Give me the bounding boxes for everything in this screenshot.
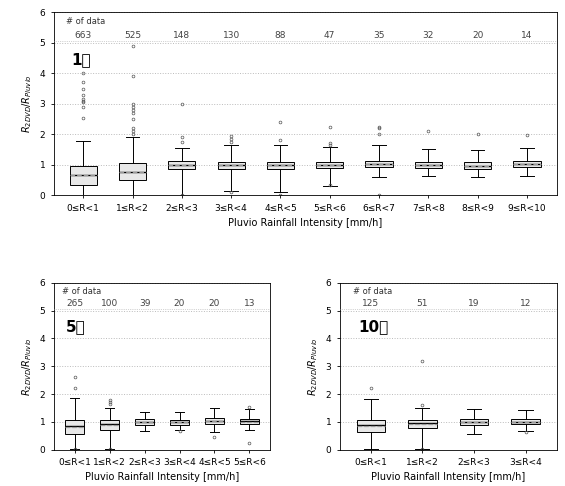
Text: 148: 148 xyxy=(173,31,190,39)
Text: 19: 19 xyxy=(468,299,480,308)
PathPatch shape xyxy=(316,162,344,168)
Text: 32: 32 xyxy=(423,31,434,39)
Text: 100: 100 xyxy=(101,299,118,308)
PathPatch shape xyxy=(366,161,393,167)
PathPatch shape xyxy=(218,162,245,169)
Text: 51: 51 xyxy=(416,299,428,308)
Text: 12: 12 xyxy=(520,299,531,308)
Text: 20: 20 xyxy=(174,299,185,308)
Text: 125: 125 xyxy=(362,299,379,308)
PathPatch shape xyxy=(460,419,488,425)
Text: 525: 525 xyxy=(124,31,141,39)
PathPatch shape xyxy=(357,420,385,433)
PathPatch shape xyxy=(170,419,189,425)
Text: 47: 47 xyxy=(324,31,336,39)
PathPatch shape xyxy=(135,419,154,425)
PathPatch shape xyxy=(267,162,294,169)
PathPatch shape xyxy=(408,419,437,428)
Text: 20: 20 xyxy=(472,31,483,39)
PathPatch shape xyxy=(100,420,119,430)
PathPatch shape xyxy=(511,419,540,424)
X-axis label: Pluvio Rainfall Intensity [mm/h]: Pluvio Rainfall Intensity [mm/h] xyxy=(371,472,525,483)
Y-axis label: $R_{2DVD}/R_{Pluvio}$: $R_{2DVD}/R_{Pluvio}$ xyxy=(20,337,34,396)
Text: # of data: # of data xyxy=(353,287,392,296)
Text: 265: 265 xyxy=(66,299,83,308)
X-axis label: Pluvio Rainfall Intensity [mm/h]: Pluvio Rainfall Intensity [mm/h] xyxy=(85,472,239,483)
PathPatch shape xyxy=(119,163,146,180)
Y-axis label: $R_{2DVD}/R_{Pluvio}$: $R_{2DVD}/R_{Pluvio}$ xyxy=(20,74,34,133)
Text: 1분: 1분 xyxy=(71,52,90,68)
Y-axis label: $R_{2DVD}/R_{Pluvio}$: $R_{2DVD}/R_{Pluvio}$ xyxy=(306,337,320,396)
Text: 35: 35 xyxy=(373,31,385,39)
PathPatch shape xyxy=(168,161,195,170)
PathPatch shape xyxy=(514,161,541,167)
PathPatch shape xyxy=(69,166,97,185)
Text: # of data: # of data xyxy=(66,17,105,26)
Text: 663: 663 xyxy=(75,31,92,39)
PathPatch shape xyxy=(205,418,224,424)
Text: 88: 88 xyxy=(275,31,286,39)
X-axis label: Pluvio Rainfall Intensity [mm/h]: Pluvio Rainfall Intensity [mm/h] xyxy=(228,218,383,228)
Text: 5분: 5분 xyxy=(66,320,86,334)
PathPatch shape xyxy=(65,420,84,434)
Text: 13: 13 xyxy=(244,299,255,308)
Text: 14: 14 xyxy=(521,31,533,39)
Text: 130: 130 xyxy=(223,31,240,39)
Text: 39: 39 xyxy=(139,299,150,308)
Text: 20: 20 xyxy=(209,299,220,308)
PathPatch shape xyxy=(240,419,259,424)
Text: 10분: 10분 xyxy=(358,320,388,334)
PathPatch shape xyxy=(464,162,491,170)
PathPatch shape xyxy=(415,162,442,168)
Text: # of data: # of data xyxy=(62,287,102,296)
